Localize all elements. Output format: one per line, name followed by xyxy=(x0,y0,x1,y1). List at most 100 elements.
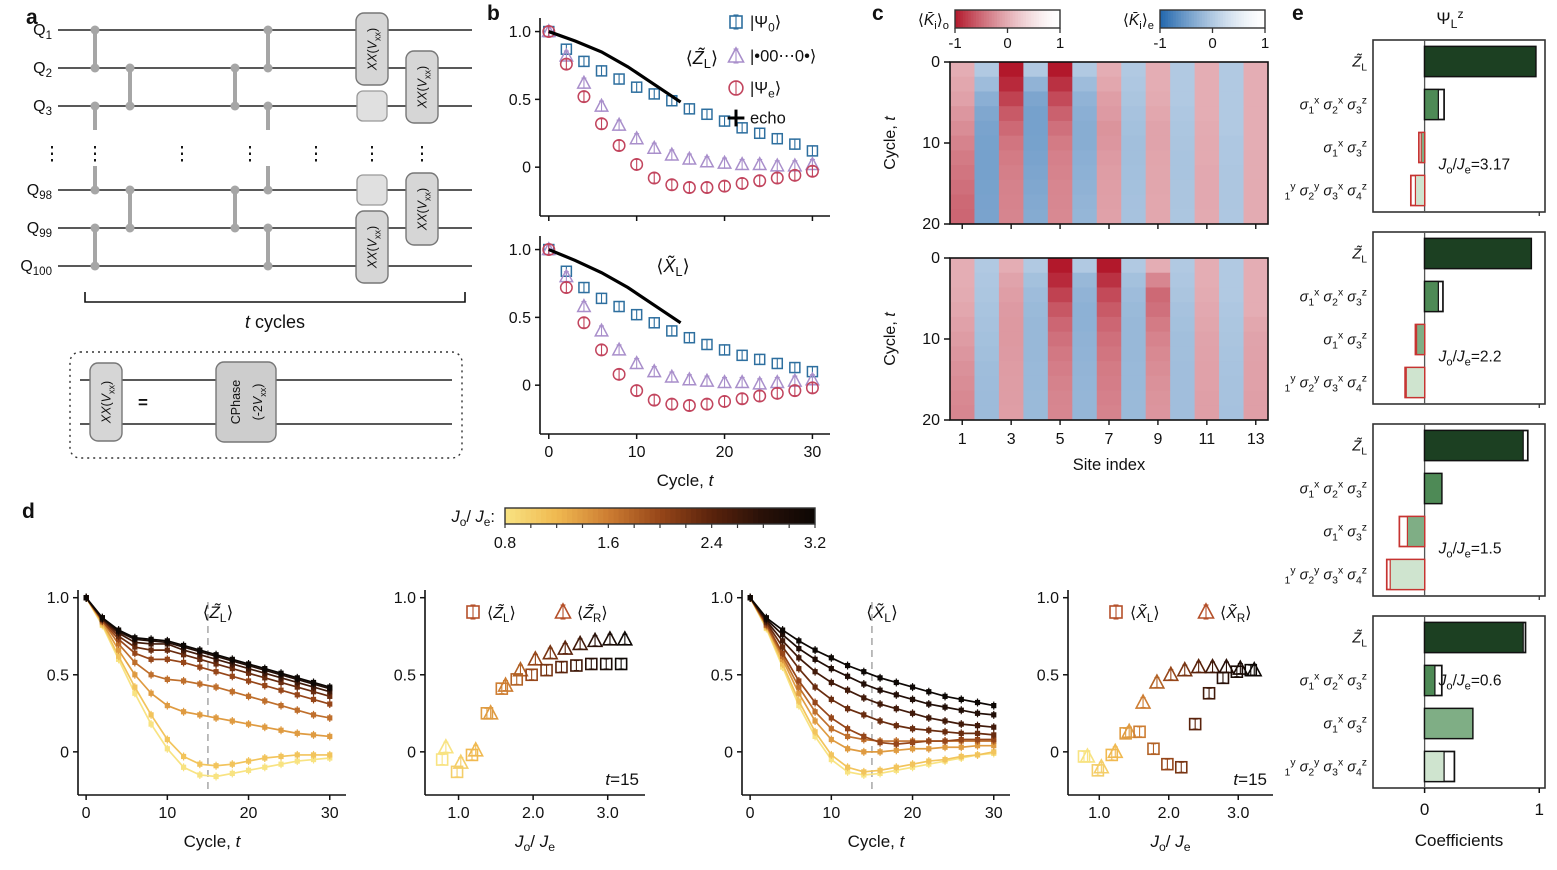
marker-fsquare xyxy=(116,641,122,647)
bar-category-label: σ1x σ2x σ3z xyxy=(1300,480,1367,501)
marker-fsquare xyxy=(844,746,851,752)
bar-fill xyxy=(1424,88,1439,121)
heatmap-cell xyxy=(1047,106,1073,122)
colorbar-cell xyxy=(644,508,651,524)
colorbar-cell xyxy=(510,508,516,524)
marker-circle xyxy=(577,90,591,104)
heatmap-cell xyxy=(1023,120,1049,137)
marker-circle xyxy=(770,386,784,400)
colorbar-tick-label: 1 xyxy=(1056,35,1064,52)
colorbar-cell xyxy=(768,508,775,524)
gate-box xyxy=(355,210,389,284)
marker-square xyxy=(729,15,743,29)
heatmap-cell xyxy=(998,120,1024,137)
heatmap-cell xyxy=(1194,106,1220,122)
x-tick-label: 20 xyxy=(716,444,734,461)
marker-fsquare xyxy=(747,595,753,601)
marker-fsquare xyxy=(844,662,851,669)
marker-fsquare xyxy=(991,724,997,730)
colorbar-cell xyxy=(572,508,578,524)
heatmap-cell xyxy=(1047,135,1073,151)
qubit-label: Q98 xyxy=(27,182,52,202)
y-tick-label: 0.5 xyxy=(47,667,69,684)
marker-fsquare xyxy=(197,647,203,653)
panel-label-d: d xyxy=(22,500,35,523)
marker-circle xyxy=(770,171,784,185)
marker-fsquare xyxy=(942,729,948,735)
heatmap-cell xyxy=(1072,120,1098,137)
colorbar-cell xyxy=(747,508,754,524)
heatmap-cell xyxy=(1096,91,1122,107)
heatmap-cell xyxy=(1072,106,1098,122)
heatmap-cell xyxy=(998,302,1024,318)
heatmap-cell xyxy=(974,361,1000,377)
y-tick-label: 0 xyxy=(60,744,69,761)
panel-d-sweep: Jo/ Je: 0.8 1.6 2.4 3.2 0 10 20 30 1.0 0.5 0 Cycle, … xyxy=(0,490,1285,870)
marker-fsquare xyxy=(877,687,883,693)
colorbar-cell xyxy=(1220,10,1224,28)
marker-fsquare xyxy=(327,701,333,707)
colorbar-cell xyxy=(639,508,645,524)
marker-fsquare xyxy=(909,684,916,690)
marker-fsquare xyxy=(213,684,219,690)
colorbar-cell xyxy=(1167,10,1171,28)
colorbar-cell xyxy=(1249,10,1253,28)
marker-circle xyxy=(630,384,644,398)
marker-fsquare xyxy=(877,675,883,681)
marker-fsquare xyxy=(278,753,284,760)
marker-square xyxy=(614,657,628,671)
colorbar-cell xyxy=(804,508,811,524)
marker-square xyxy=(718,115,731,127)
y-axis-label: Cycle, t xyxy=(882,116,899,170)
marker-square xyxy=(595,292,608,305)
marker-fsquare xyxy=(262,666,268,672)
heatmap-cell xyxy=(1145,179,1171,196)
marker-fsquare xyxy=(310,679,317,686)
heatmap-cell xyxy=(1194,287,1220,303)
marker-square xyxy=(466,605,480,619)
heatmap-cell xyxy=(1243,272,1269,288)
colorbar-cell xyxy=(1186,10,1190,28)
marker-fsquare xyxy=(278,687,284,693)
heatmap-cell xyxy=(974,258,1000,274)
heatmap-cell xyxy=(1047,76,1073,92)
colorbar-label: Jo/ Je: xyxy=(451,508,495,529)
colorbar-cell xyxy=(706,508,713,524)
heatmap-cell xyxy=(998,405,1024,421)
marker-fsquare xyxy=(828,655,834,661)
marker-triangle xyxy=(1079,747,1096,763)
heatmap-cell xyxy=(998,272,1024,288)
marker-fsquare xyxy=(245,758,252,764)
marker-square xyxy=(450,765,464,779)
colorbar-cell xyxy=(556,508,563,524)
heatmap-cell xyxy=(1096,150,1122,166)
marker-fsquare xyxy=(132,672,138,678)
marker-square xyxy=(1147,742,1160,756)
colorbar-cell xyxy=(525,508,532,524)
marker-fsquare xyxy=(262,698,268,704)
colorbar-cell xyxy=(1257,10,1261,28)
marker-circle xyxy=(612,367,626,381)
x-tick-label: 5 xyxy=(1056,431,1065,448)
colorbar-tick-label: -1 xyxy=(948,35,961,52)
qubit-label: Q100 xyxy=(20,258,52,278)
heatmap-cell xyxy=(1096,390,1122,406)
heatmap-cell xyxy=(1023,258,1049,274)
marker-triangle xyxy=(717,374,733,389)
colorbar-cell xyxy=(763,508,769,524)
marker-fsquare xyxy=(180,642,187,649)
heatmap-cell xyxy=(1170,258,1196,274)
marker-triangle xyxy=(1120,722,1138,739)
marker-fsquare xyxy=(828,715,834,721)
bar-chart-2: Z̃L σ1x σ2x σ3z σ1x σ3z σ1y σ2y σ3x σ4z Jo/J… xyxy=(1285,423,1546,600)
cz-dot xyxy=(263,63,273,73)
marker-triangle xyxy=(1232,659,1249,675)
colorbar-cell xyxy=(1004,10,1008,28)
series-ratio-3.2 xyxy=(747,593,997,710)
heatmap-cell xyxy=(1194,209,1220,225)
bar-fill xyxy=(1406,515,1426,548)
legend-item-label: |Ψe⟩ xyxy=(750,80,781,101)
plot-d-z-scatter: 1.0 2.0 3.0 1.0 0.5 0 Jo/ Je ⟨Z̃L⟩ ⟨Z̃R⟩ t=15 xyxy=(394,590,645,854)
x-tick-label: 10 xyxy=(822,805,840,822)
colorbar-cell xyxy=(784,508,790,524)
